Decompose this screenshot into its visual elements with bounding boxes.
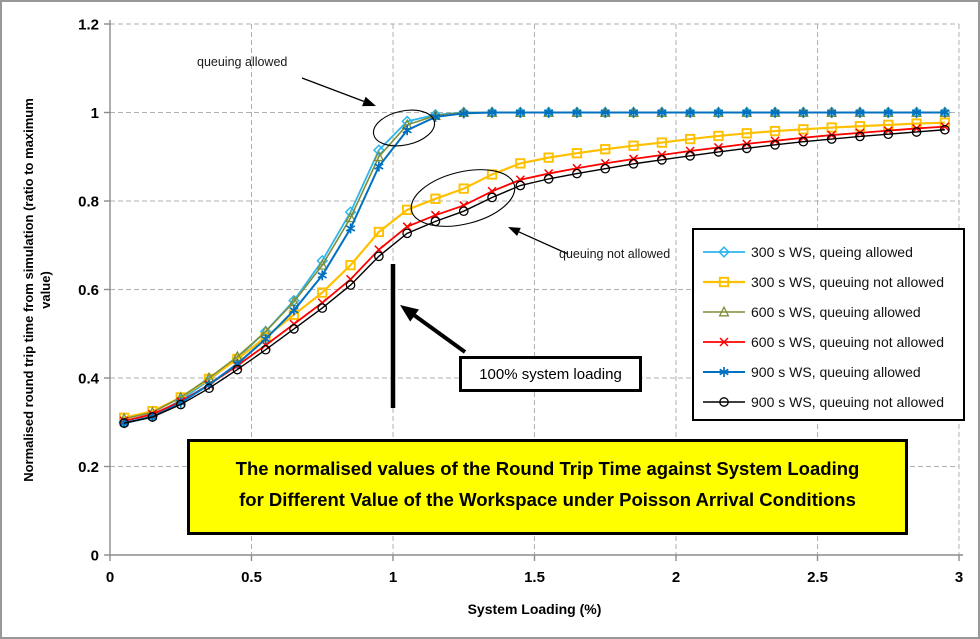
- svg-text:0.2: 0.2: [78, 459, 99, 476]
- svg-text:2.5: 2.5: [807, 569, 828, 586]
- system-loading-callout-box: 100% system loading: [459, 356, 642, 392]
- svg-text:0: 0: [106, 569, 114, 586]
- svg-text:3: 3: [955, 569, 963, 586]
- svg-text:2: 2: [672, 569, 680, 586]
- legend-item-label: 600 s WS, queuing not allowed: [751, 334, 945, 350]
- chart-title-line2: for Different Value of the Workspace und…: [239, 489, 856, 510]
- svg-text:0.4: 0.4: [78, 371, 100, 388]
- queuing-not-allowed-ellipse: [410, 169, 516, 227]
- legend-item: 600 s WS, queuing not allowed: [702, 327, 963, 357]
- svg-text:1.2: 1.2: [78, 17, 99, 34]
- series-marker-icon: [703, 367, 745, 377]
- chart-title-banner: The normalised values of the Round Trip …: [187, 439, 908, 535]
- series-marker-icon: [703, 397, 745, 407]
- legend-item-label: 900 s WS, queuing not allowed: [751, 394, 945, 410]
- legend-item-label: 300 s WS, queing allowed: [751, 244, 913, 260]
- series-marker-icon: [703, 246, 745, 258]
- svg-text:1: 1: [91, 105, 99, 122]
- queuing-allowed-annotation: queuing allowed: [197, 55, 288, 69]
- legend-item-label: 900 s WS, queuing allowed: [751, 364, 921, 380]
- svg-text:1.5: 1.5: [524, 569, 545, 586]
- queuing-not-allowed-annotation: queuing not allowed: [559, 247, 671, 261]
- legend-item: 300 s WS, queing allowed: [702, 237, 963, 267]
- y-axis-title-line2: value): [38, 271, 53, 309]
- x-axis-title: System Loading (%): [467, 601, 602, 617]
- y-axis-title-line1: Normalised round trip time from simulati…: [21, 98, 36, 482]
- series-marker-icon: [703, 337, 745, 347]
- svg-text:0.5: 0.5: [241, 569, 262, 586]
- legend-item-label: 300 s WS, queuing not allowed: [751, 274, 945, 290]
- series-marker-icon: [703, 276, 745, 288]
- system-loading-callout-text: 100% system loading: [479, 365, 622, 383]
- annotation-shapes: [301, 77, 569, 408]
- svg-text:0.8: 0.8: [78, 194, 99, 211]
- svg-text:0.6: 0.6: [78, 282, 99, 299]
- svg-text:1: 1: [389, 569, 397, 586]
- legend-item: 900 s WS, queuing not allowed: [702, 387, 963, 417]
- legend-item-label: 600 s WS, queuing allowed: [751, 304, 921, 320]
- legend-item: 600 s WS, queuing allowed: [702, 297, 963, 327]
- chart-title-line1: The normalised values of the Round Trip …: [235, 458, 860, 479]
- series-900-s-ws-queuing-allowed: [119, 107, 950, 429]
- y-axis-title: Normalised round trip time from simulati…: [20, 10, 56, 570]
- legend-item: 300 s WS, queuing not allowed: [702, 267, 963, 297]
- legend: 300 s WS, queing allowed 300 s WS, queui…: [692, 228, 965, 421]
- queuing-allowed-ellipse: [372, 109, 436, 147]
- series-marker-icon: [703, 305, 745, 317]
- legend-item: 900 s WS, queuing allowed: [702, 357, 963, 387]
- svg-text:0: 0: [91, 548, 99, 565]
- series-900-s-ws-queuing-not-allowed: [119, 124, 950, 428]
